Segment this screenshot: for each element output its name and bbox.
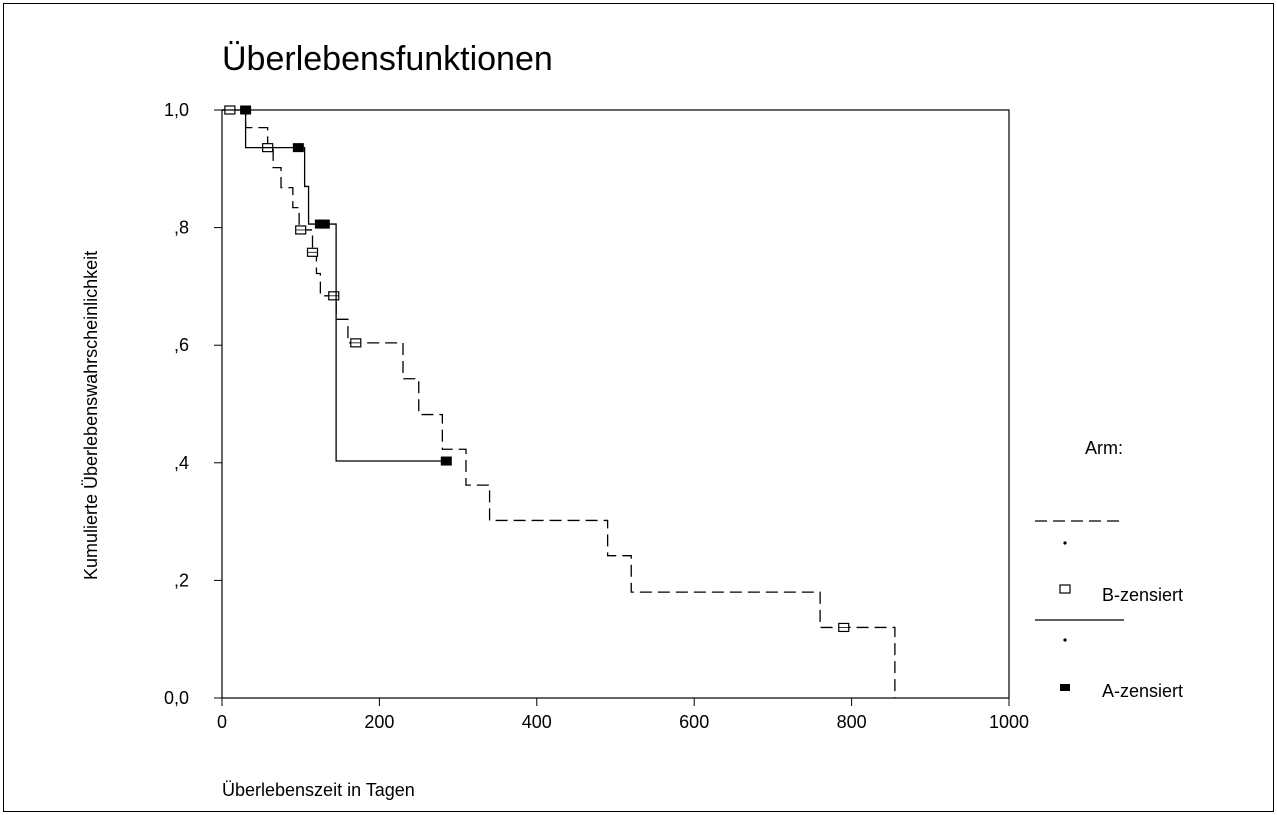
y-tick-label: 0,0 [164,688,189,708]
y-tick-label: ,4 [174,453,189,473]
y-tick-label: ,8 [174,218,189,238]
censor-marker-filled [240,105,252,115]
x-tick-label: 0 [217,712,227,732]
censor-marker-filled [318,219,330,229]
x-tick-label: 200 [364,712,394,732]
axis-ticks: 0 200 400 600 800 1000 0,0 ,2 ,4 ,6 ,8 1,0 [164,100,1029,732]
y-tick-label: ,2 [174,570,189,590]
plot-area-border [221,109,1010,699]
chart-frame [3,3,1274,812]
legend-filled-square [1060,684,1070,691]
x-tick-label: 400 [522,712,552,732]
series-layer [222,105,896,698]
y-tick-label: ,6 [174,335,189,355]
survival-line-B [222,109,896,698]
legend-label-b: B-zensiert [1102,585,1183,605]
legend-dot-dashed [1063,541,1067,545]
x-tick-label: 1000 [989,712,1029,732]
censor-marker-filled [292,143,304,153]
y-axis-label: Kumulierte Überlebenswahrscheinlichkeit [81,251,101,580]
censor-marker-filled [440,456,452,466]
x-tick-label: 600 [679,712,709,732]
y-tick-label: 1,0 [164,100,189,120]
x-axis-label: Überlebenszeit in Tagen [222,780,415,800]
legend-title: Arm: [1085,438,1123,458]
chart-title: Überlebensfunktionen [222,40,553,78]
legend-open-square [1059,584,1071,594]
survival-line-A [222,109,451,462]
legend-label-a: A-zensiert [1102,681,1183,701]
legend-dot-solid [1063,638,1067,642]
x-tick-label: 800 [837,712,867,732]
legend: B-zensiert A-zensiert [1035,520,1183,701]
